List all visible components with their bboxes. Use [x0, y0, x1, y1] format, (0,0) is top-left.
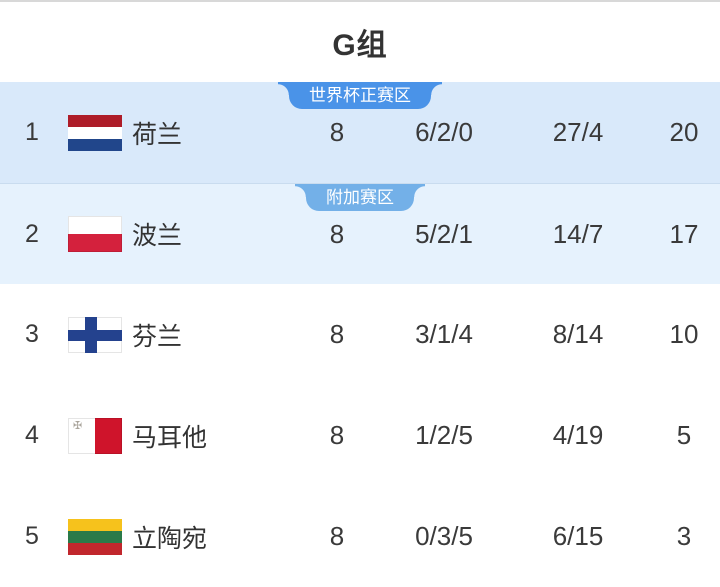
win-draw-loss-cell: 6/2/0: [415, 117, 473, 147]
points-cell: 3: [676, 521, 692, 551]
games-played-cell: 8: [329, 117, 345, 147]
team-name: 荷兰: [132, 120, 183, 149]
points-cell: 5: [676, 420, 692, 450]
win-draw-loss-cell: 1/2/5: [415, 420, 473, 450]
goals-for-against-cell: 8/14: [552, 319, 604, 349]
page-title: G组: [332, 29, 388, 62]
rank-cell: 4: [25, 421, 39, 449]
games-played-cell: 8: [329, 420, 345, 450]
rank-cell: 1: [25, 118, 39, 146]
goals-for-against-cell: 4/19: [552, 420, 604, 450]
team-flag-icon: ✠: [68, 216, 122, 252]
table-row[interactable]: 世界杯正赛区 1 ✠ 荷兰 8 6/2/0 27/4 20: [0, 82, 720, 183]
title-bar: G组: [0, 2, 720, 82]
table-row[interactable]: 附加赛区 2 ✠ 波兰 8 5/2/1 14/7 17: [0, 183, 720, 284]
team-name: 波兰: [132, 222, 183, 250]
team-flag-icon: ✠: [68, 114, 122, 151]
table-row[interactable]: 4 ✠ 马耳他 8 1/2/5 4/19 5: [0, 385, 720, 486]
goals-for-against-cell: 27/4: [552, 117, 604, 147]
win-draw-loss-cell: 3/1/4: [415, 319, 473, 349]
games-played-cell: 8: [329, 218, 345, 249]
team-name: 马耳他: [132, 423, 208, 452]
points-cell: 10: [669, 319, 699, 349]
standings-table: 世界杯正赛区 1 ✠ 荷兰 8 6/2/0 27/4 20 附加赛区 2 ✠ 波…: [0, 82, 720, 587]
team-flag-icon: ✠: [68, 518, 122, 555]
games-played-cell: 8: [329, 319, 345, 349]
goals-for-against-cell: 6/15: [552, 521, 604, 551]
win-draw-loss-cell: 5/2/1: [415, 218, 473, 249]
rank-cell: 3: [25, 320, 39, 348]
points-cell: 20: [669, 117, 699, 147]
team-name: 立陶宛: [132, 524, 208, 553]
george-cross-emblem: ✠: [73, 419, 83, 432]
rank-cell: 2: [25, 219, 39, 248]
team-flag-icon: ✠: [68, 316, 122, 353]
zone-badge: 附加赛区: [295, 184, 425, 211]
zone-badge: 世界杯正赛区: [278, 82, 442, 109]
win-draw-loss-cell: 0/3/5: [415, 521, 473, 551]
team-name: 芬兰: [132, 322, 183, 351]
team-flag-icon: ✠: [68, 417, 122, 454]
goals-for-against-cell: 14/7: [552, 218, 604, 249]
table-row[interactable]: 3 ✠ 芬兰 8 3/1/4 8/14 10: [0, 284, 720, 385]
rank-cell: 5: [25, 522, 39, 550]
table-row[interactable]: 5 ✠ 立陶宛 8 0/3/5 6/15 3: [0, 486, 720, 587]
games-played-cell: 8: [329, 521, 345, 551]
points-cell: 17: [669, 218, 699, 249]
